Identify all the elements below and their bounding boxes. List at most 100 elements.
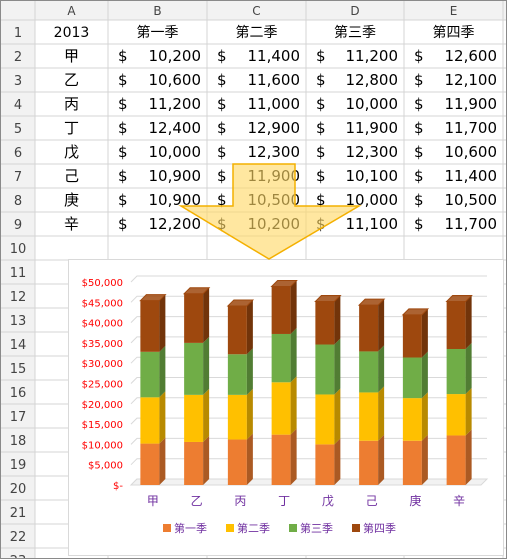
- row-header-15[interactable]: 15: [10, 362, 27, 377]
- bar-segment[interactable]: [446, 394, 466, 436]
- cell-value[interactable]: 11,400: [445, 167, 498, 185]
- bar-segment[interactable]: [227, 439, 247, 485]
- bar-segment[interactable]: [359, 305, 379, 352]
- bar-segment[interactable]: [271, 286, 291, 334]
- cell-value[interactable]: 11,900: [445, 95, 498, 113]
- row-header-13[interactable]: 13: [10, 314, 27, 329]
- cell-value[interactable]: 12,100: [445, 71, 498, 89]
- cell-value[interactable]: 10,000: [149, 143, 202, 161]
- cell-quarter-header[interactable]: 第三季: [334, 24, 376, 41]
- cell-value[interactable]: 11,900: [248, 167, 301, 185]
- row-header-21[interactable]: 21: [10, 506, 27, 521]
- cell-value[interactable]: 10,600: [149, 71, 202, 89]
- column-header-C[interactable]: C: [252, 4, 260, 18]
- row-header-14[interactable]: 14: [10, 338, 27, 353]
- bar-segment[interactable]: [227, 394, 247, 440]
- row-header-4[interactable]: 4: [14, 98, 22, 113]
- cell-value[interactable]: 11,400: [248, 47, 301, 65]
- row-header-19[interactable]: 19: [10, 458, 27, 473]
- row-header-2[interactable]: 2: [14, 50, 22, 65]
- bar-segment[interactable]: [402, 314, 422, 358]
- cell-value[interactable]: 10,600: [445, 143, 498, 161]
- cell-row-label[interactable]: 戊: [64, 143, 79, 161]
- cell-value[interactable]: 10,900: [149, 167, 202, 185]
- cell-value[interactable]: 11,000: [248, 95, 301, 113]
- row-header-9[interactable]: 9: [14, 218, 22, 233]
- cell-value[interactable]: 10,900: [149, 191, 202, 209]
- bar-segment[interactable]: [446, 348, 466, 395]
- cell-quarter-header[interactable]: 第二季: [236, 24, 278, 41]
- bar-segment[interactable]: [184, 441, 204, 485]
- cell-value[interactable]: 11,700: [445, 119, 498, 137]
- bar-segment[interactable]: [271, 333, 291, 383]
- bar-segment[interactable]: [402, 398, 422, 441]
- column-header-D[interactable]: D: [350, 4, 359, 18]
- bar-segment[interactable]: [446, 301, 466, 349]
- legend-entry[interactable]: 第四季: [363, 521, 396, 535]
- legend-entry[interactable]: 第一季: [174, 521, 207, 535]
- cell-row-label[interactable]: 丁: [64, 119, 79, 137]
- cell-value[interactable]: 12,300: [346, 143, 399, 161]
- legend-entry[interactable]: 第二季: [237, 521, 270, 535]
- row-header-5[interactable]: 5: [14, 122, 22, 137]
- cell-row-label[interactable]: 辛: [64, 215, 79, 233]
- column-header-A[interactable]: A: [67, 4, 76, 18]
- row-header-10[interactable]: 10: [10, 242, 27, 257]
- cell-value[interactable]: 11,900: [346, 119, 399, 137]
- row-header-23[interactable]: 23: [10, 554, 27, 558]
- cell-value[interactable]: 12,400: [149, 119, 202, 137]
- bar-segment[interactable]: [402, 357, 422, 399]
- cell-value[interactable]: 12,600: [445, 47, 498, 65]
- cell-value[interactable]: 12,900: [248, 119, 301, 137]
- cell-value[interactable]: 12,800: [346, 71, 399, 89]
- bar-segment[interactable]: [140, 351, 160, 398]
- bar-segment[interactable]: [227, 354, 247, 395]
- bar-segment[interactable]: [359, 351, 379, 393]
- row-header-8[interactable]: 8: [14, 194, 22, 209]
- cell-value[interactable]: 10,200: [149, 47, 202, 65]
- cell-value[interactable]: 10,500: [248, 191, 301, 209]
- cell-value[interactable]: 10,500: [445, 191, 498, 209]
- cell-row-label[interactable]: 己: [64, 167, 79, 185]
- cell-value[interactable]: 11,700: [445, 215, 498, 233]
- legend-entry[interactable]: 第三季: [300, 521, 333, 535]
- cell-quarter-header[interactable]: 第一季: [137, 24, 179, 41]
- cell-value[interactable]: 11,200: [149, 95, 202, 113]
- row-header-22[interactable]: 22: [10, 530, 27, 545]
- row-header-6[interactable]: 6: [14, 146, 22, 161]
- bar-segment[interactable]: [315, 394, 335, 445]
- row-header-1[interactable]: 1: [14, 26, 22, 41]
- cell-row-label[interactable]: 庚: [64, 191, 79, 209]
- column-header-E[interactable]: E: [450, 4, 458, 18]
- bar-segment[interactable]: [315, 344, 335, 395]
- cell-value[interactable]: 10,100: [346, 167, 399, 185]
- bar-segment[interactable]: [140, 397, 160, 444]
- cell-value[interactable]: 11,600: [248, 71, 301, 89]
- row-header-3[interactable]: 3: [14, 74, 22, 89]
- bar-segment[interactable]: [140, 300, 160, 352]
- row-header-17[interactable]: 17: [10, 410, 27, 425]
- bar-segment[interactable]: [359, 392, 379, 441]
- bar-segment[interactable]: [359, 440, 379, 485]
- column-header-B[interactable]: B: [153, 4, 161, 18]
- cell-value[interactable]: 10,200: [248, 215, 301, 233]
- bar-segment[interactable]: [184, 394, 204, 442]
- bar-segment[interactable]: [446, 435, 466, 485]
- bar-segment[interactable]: [315, 301, 335, 345]
- cell-row-label[interactable]: 乙: [64, 71, 79, 89]
- cell-value[interactable]: 10,000: [346, 95, 399, 113]
- cell-row-label[interactable]: 丙: [64, 95, 79, 113]
- row-header-16[interactable]: 16: [10, 386, 27, 401]
- bar-segment[interactable]: [315, 444, 335, 485]
- row-header-20[interactable]: 20: [10, 482, 27, 497]
- cell-value[interactable]: 11,200: [346, 47, 399, 65]
- cell-year-header[interactable]: 2013: [54, 25, 90, 41]
- row-header-11[interactable]: 11: [10, 266, 27, 281]
- cell-value[interactable]: 11,100: [346, 215, 399, 233]
- bar-segment[interactable]: [227, 305, 247, 355]
- cell-value[interactable]: 12,200: [149, 215, 202, 233]
- cell-quarter-header[interactable]: 第四季: [433, 24, 475, 41]
- bar-segment[interactable]: [271, 434, 291, 485]
- bar-segment[interactable]: [271, 382, 291, 435]
- row-header-18[interactable]: 18: [10, 434, 27, 449]
